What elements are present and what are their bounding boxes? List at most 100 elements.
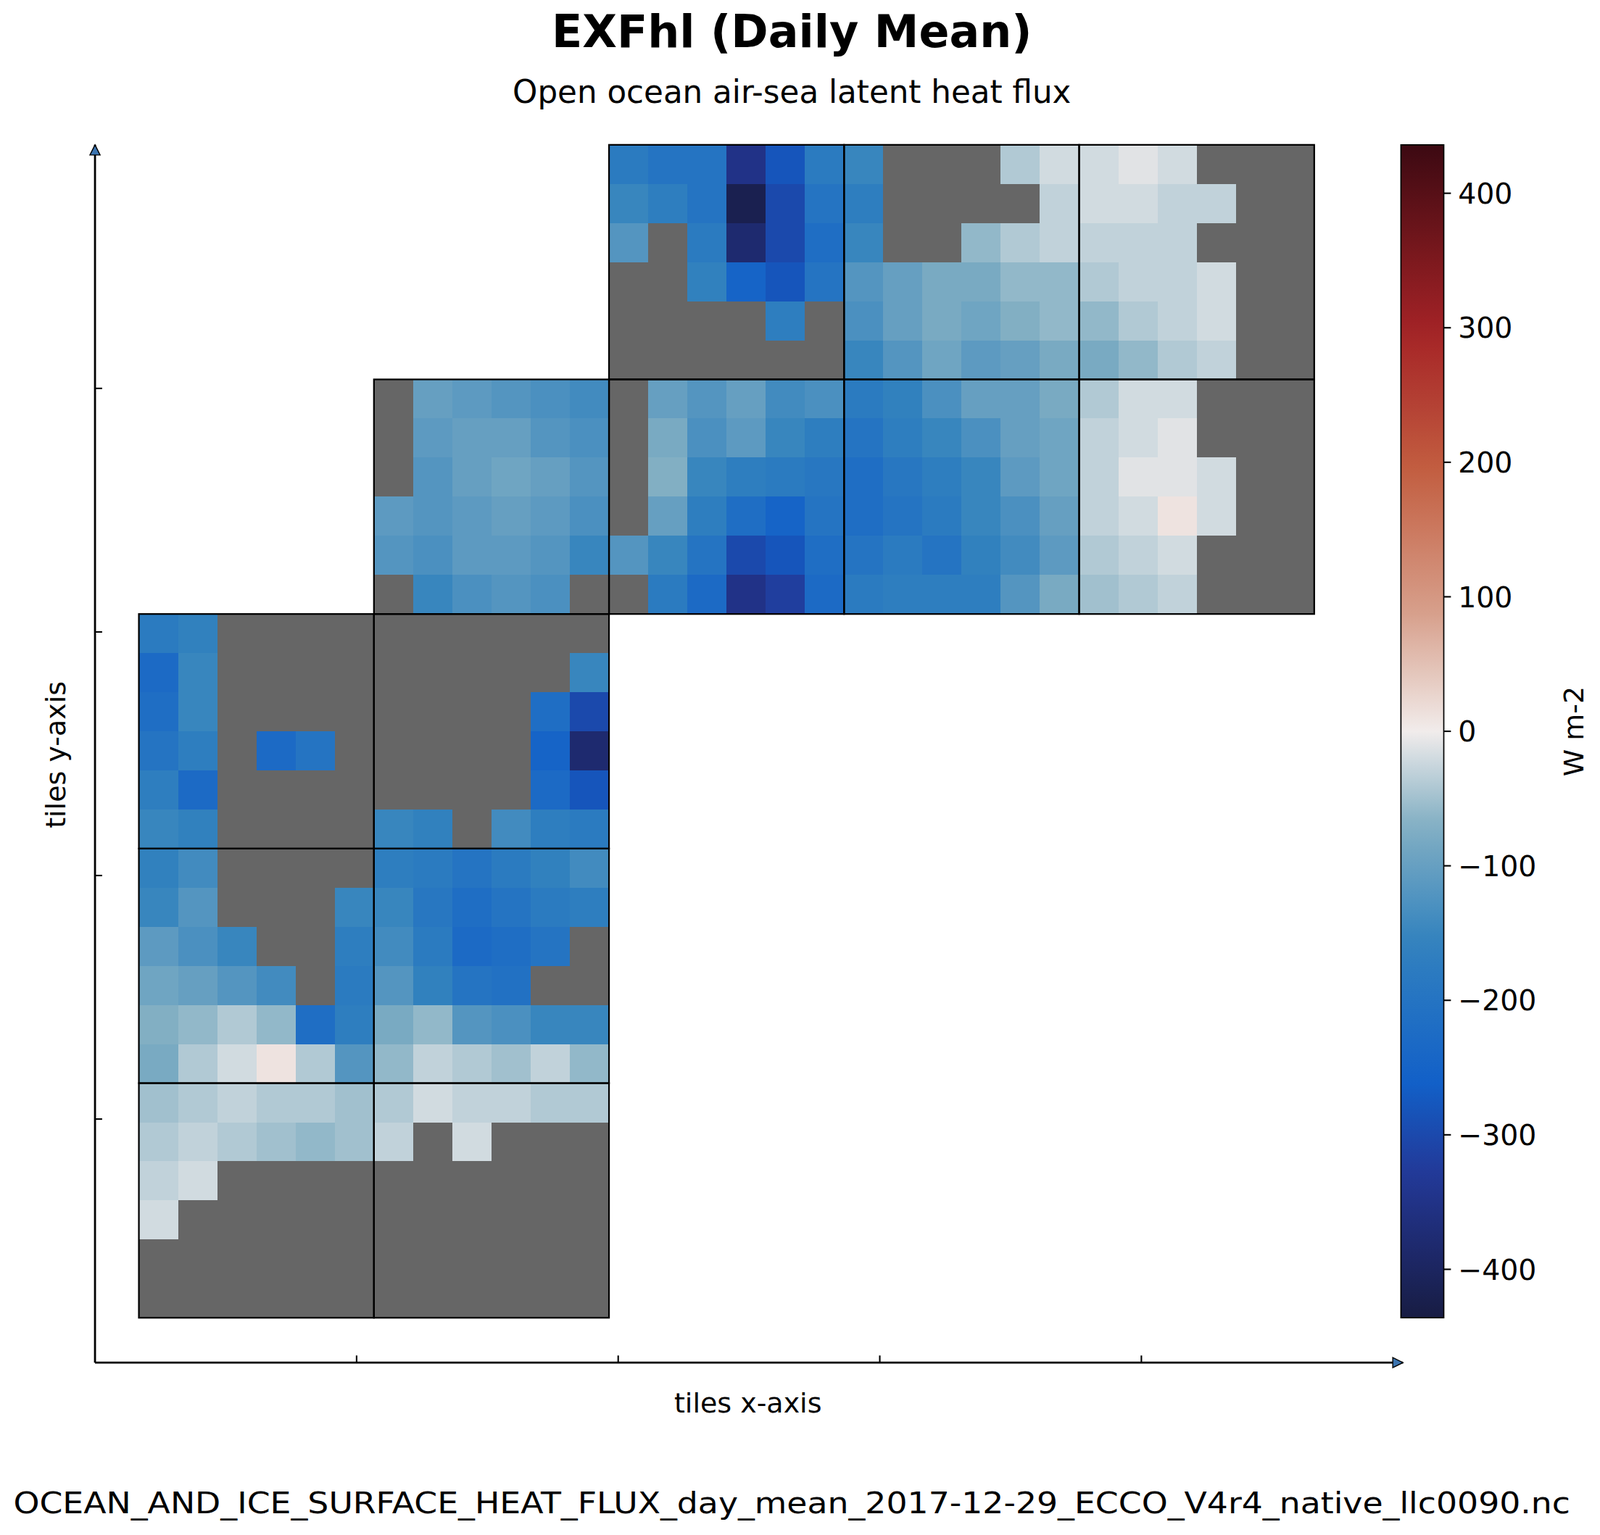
flux-cell [1079,496,1120,537]
flux-cell [1039,535,1080,576]
x-tick [878,1355,881,1363]
flux-cell [139,614,180,654]
flux-cell [648,496,688,537]
land-cell [1275,340,1316,381]
land-cell [530,653,571,694]
land-cell [1196,379,1237,420]
colorbar-tick [1444,1134,1452,1137]
flux-cell [804,144,845,185]
flux-cell [413,457,454,498]
flux-cell [1039,418,1080,459]
flux-cell [765,496,806,537]
x-label: tiles x-axis [674,1387,823,1420]
flux-cell [413,1044,454,1085]
flux-cell [1157,418,1198,459]
flux-cell [413,809,454,850]
flux-cell [1118,457,1159,498]
flux-cell [1000,262,1041,303]
flux-cell [843,496,884,537]
flux-cell [178,692,219,733]
land-cell [569,1122,610,1163]
flux-cell [843,574,884,615]
flux-cell [530,1005,571,1046]
flux-cell [569,379,610,420]
land-cell [413,731,454,772]
land-cell [295,770,336,811]
flux-cell [374,535,414,576]
flux-cell [726,144,767,185]
land-cell [1275,535,1316,576]
flux-cell [178,614,219,654]
land-cell [491,1239,532,1280]
land-cell [452,1239,493,1280]
flux-cell [726,223,767,264]
flux-cell [569,496,610,537]
flux-cell [1118,496,1159,537]
flux-cell [139,1200,180,1241]
flux-cell [961,262,1002,303]
land-cell [374,574,414,615]
flux-cell [765,301,806,342]
flux-cell [139,809,180,850]
land-cell [374,379,414,420]
flux-cell [726,496,767,537]
land-cell [452,1161,493,1202]
colorbar-tick [1444,326,1452,329]
land-cell [804,340,845,381]
land-cell [413,614,454,654]
land-cell [491,1122,532,1163]
flux-cell [922,457,963,498]
land-cell [530,614,571,654]
flux-cell [1039,144,1080,185]
land-cell [374,457,414,498]
flux-cell [413,848,454,889]
flux-cell [1039,340,1080,381]
flux-cell [491,535,532,576]
flux-cell [413,535,454,576]
land-cell [608,379,649,420]
flux-cell [452,457,493,498]
tile-border [374,1083,609,1319]
flux-cell [1118,418,1159,459]
flux-cell [1079,340,1120,381]
flux-cell [843,144,884,185]
flux-cell [1039,184,1080,225]
flux-cell [1196,496,1237,537]
land-cell [491,653,532,694]
flux-cell [217,1044,258,1085]
land-cell [217,731,258,772]
flux-cell [961,379,1002,420]
land-cell [569,966,610,1007]
land-cell [726,340,767,381]
land-cell [1275,379,1316,420]
land-cell [491,614,532,654]
land-cell [687,340,728,381]
land-cell [256,1200,297,1241]
x-axis [94,1362,1403,1365]
flux-cell [883,340,923,381]
flux-cell [883,457,923,498]
flux-cell [804,574,845,615]
land-cell [139,1278,180,1319]
flux-cell [1079,301,1120,342]
land-cell [1275,262,1316,303]
land-cell [726,301,767,342]
land-cell [374,1200,414,1241]
flux-cell [804,262,845,303]
flux-cell [1118,379,1159,420]
flux-cell [139,888,180,928]
colorbar-tick-label: 100 [1457,580,1513,615]
land-cell [1275,144,1316,185]
flux-cell [569,535,610,576]
flux-cell [491,888,532,928]
flux-cell [961,574,1002,615]
land-cell [569,1239,610,1280]
land-cell [295,809,336,850]
flux-cell [1157,574,1198,615]
flux-cell [1079,262,1120,303]
flux-cell [765,457,806,498]
land-cell [413,1200,454,1241]
flux-cell [1079,418,1120,459]
flux-cell [1000,340,1041,381]
land-cell [883,144,923,185]
